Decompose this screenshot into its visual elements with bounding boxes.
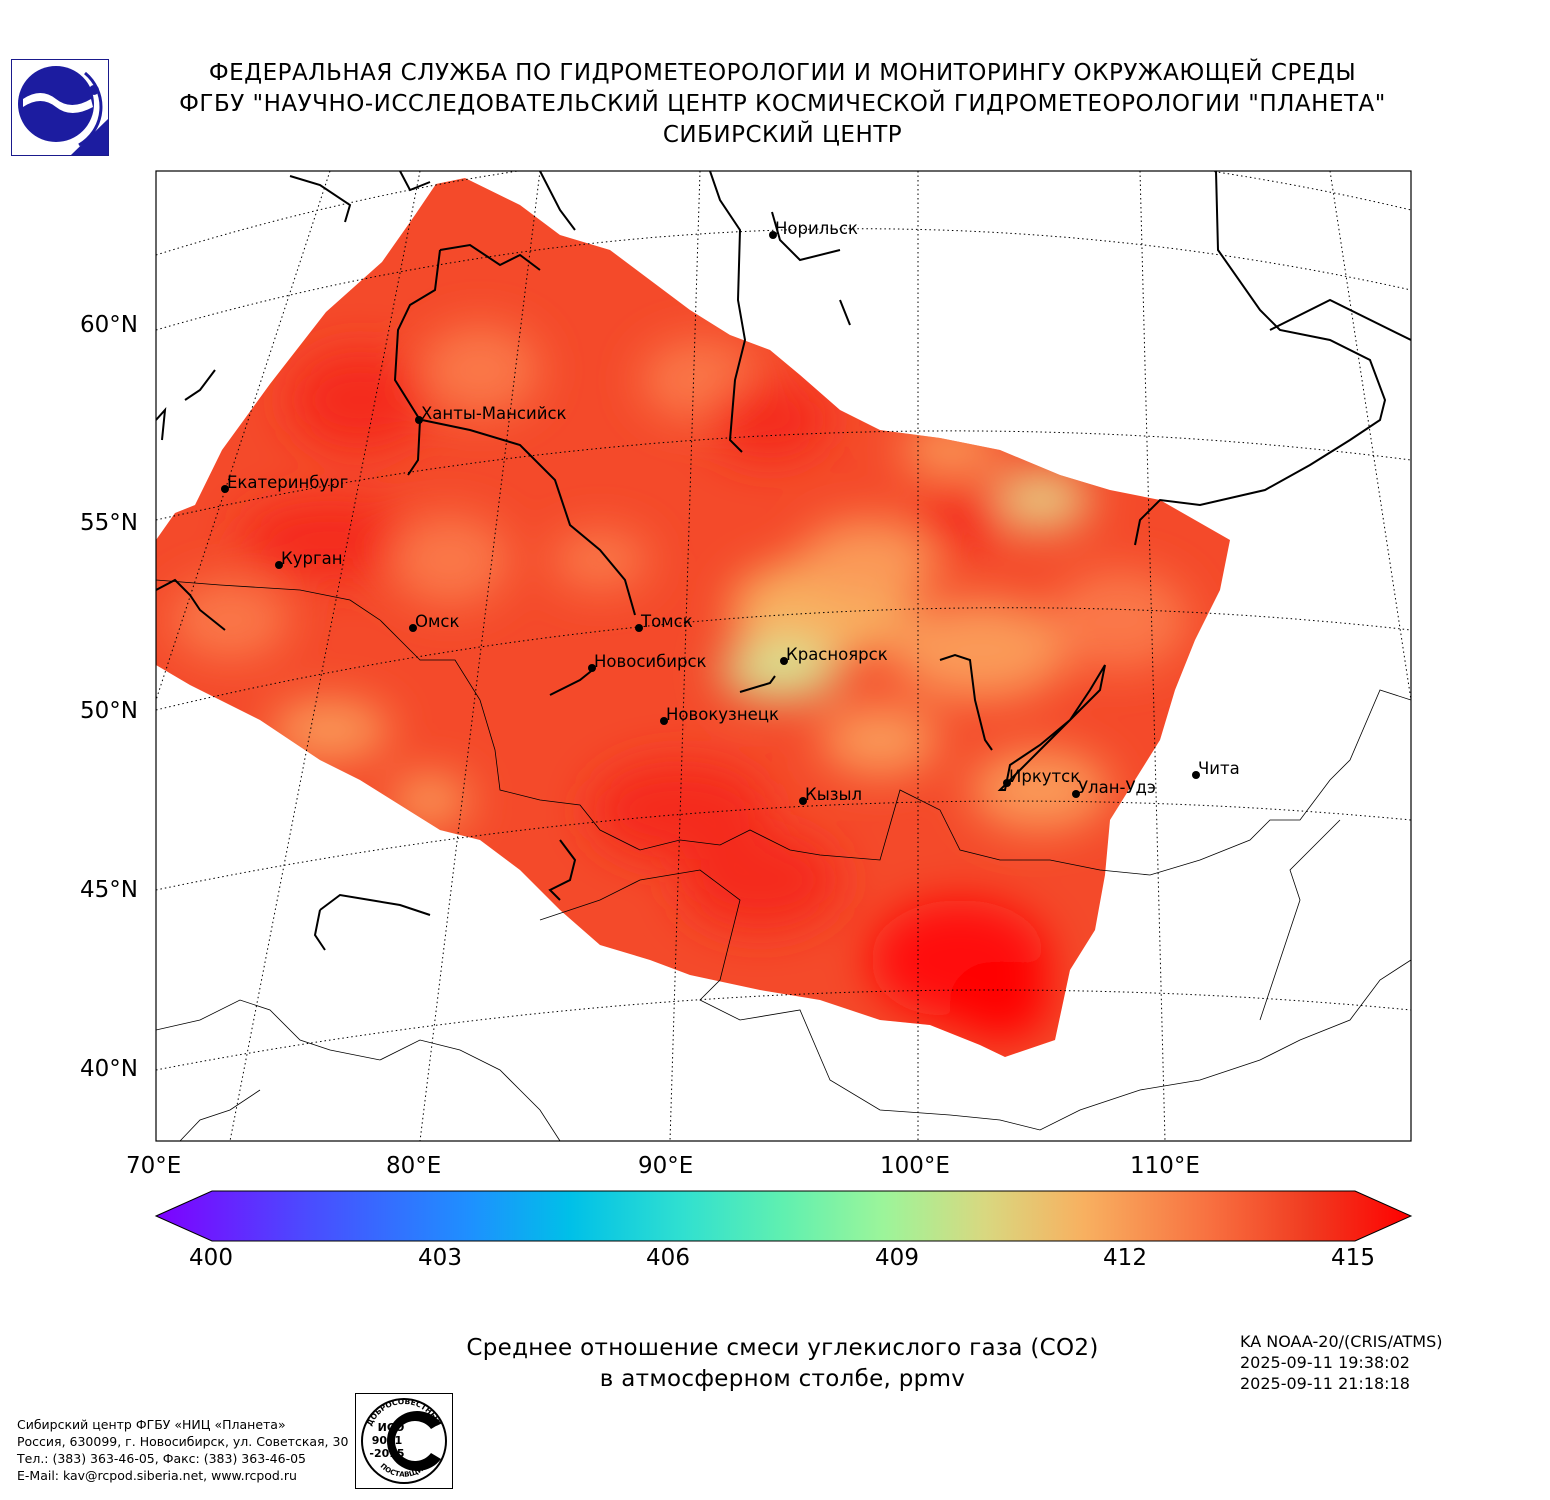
caption-line-2: в атмосферном столбе, ppmv	[599, 1366, 966, 1392]
colorbar-tick-406: 406	[646, 1245, 690, 1271]
page-header: ФЕДЕРАЛЬНАЯ СЛУЖБА ПО ГИДРОМЕТЕОРОЛОГИИ …	[120, 58, 1445, 151]
lat-label-60: 60°N	[80, 312, 138, 338]
city-dot	[1072, 790, 1080, 798]
org-line-3: Тел.: (383) 363-46-05, Факс: (383) 363-4…	[17, 1451, 307, 1466]
city-dot	[780, 657, 788, 665]
org-line-4: E-Mail: kav@rcpod.siberia.net, www.rcpod…	[17, 1468, 297, 1483]
map-caption: Среднее отношение смеси углекислого газа…	[420, 1333, 1145, 1395]
org-line-2: Россия, 630099, г. Новосибирск, ул. Сове…	[17, 1434, 349, 1449]
city-label: Иркутск	[1009, 767, 1080, 786]
header-line-3: СИБИРСКИЙ ЦЕНТР	[662, 122, 903, 148]
city-dot	[221, 485, 229, 493]
city-label: Норильск	[775, 219, 858, 238]
city-label: Ханты-Мансийск	[421, 404, 567, 423]
city-dot	[588, 664, 596, 672]
lon-label-100: 100°E	[880, 1153, 950, 1179]
city-label: Улан-Удэ	[1078, 778, 1156, 797]
caption-line-1: Среднее отношение смеси углекислого газа…	[466, 1335, 1099, 1361]
iso-9001-badge: ДОБРОСОВЕСТНЫЙ ПОСТАВЩИК ИСО 9001 -2015	[355, 1393, 453, 1489]
city-dot	[1003, 779, 1011, 787]
city-dot	[769, 231, 777, 239]
satellite-name: KA NOAA-20/(CRIS/ATMS)	[1240, 1332, 1443, 1351]
city-dot	[799, 797, 807, 805]
header-line-1: ФЕДЕРАЛЬНАЯ СЛУЖБА ПО ГИДРОМЕТЕОРОЛОГИИ …	[208, 60, 1357, 86]
colorbar-tick-403: 403	[418, 1245, 462, 1271]
org-line-1: Сибирский центр ФГБУ «НИЦ «Планета»	[17, 1417, 286, 1432]
lon-label-110: 110°E	[1130, 1153, 1200, 1179]
city-dot	[660, 717, 668, 725]
iso-line-2: 9001	[372, 1434, 403, 1447]
lat-label-55: 55°N	[80, 510, 138, 536]
city-label: Новокузнецк	[666, 705, 779, 724]
lon-label-70: 70°E	[126, 1153, 182, 1179]
city-dot	[409, 624, 417, 632]
time-start: 2025-09-11 19:38:02	[1240, 1353, 1410, 1372]
city-markers: Норильск Ханты-Мансийск Екатеринбург Курган…	[221, 219, 1240, 805]
iso-line-3: -2015	[369, 1447, 404, 1460]
organization-info: Сибирский центр ФГБУ «НИЦ «Планета» Росс…	[17, 1416, 348, 1484]
lat-label-40: 40°N	[80, 1056, 138, 1082]
iso-line-1: ИСО	[378, 1421, 405, 1434]
city-label: Екатеринбург	[227, 473, 348, 492]
city-label: Новосибирск	[594, 652, 707, 671]
time-end: 2025-09-11 21:18:18	[1240, 1374, 1410, 1393]
colorbar-tick-412: 412	[1103, 1245, 1147, 1271]
colorbar-tick-409: 409	[875, 1245, 919, 1271]
lat-label-50: 50°N	[80, 698, 138, 724]
roshydromet-logo	[11, 59, 109, 156]
city-label: Курган	[281, 549, 343, 568]
city-dot	[635, 624, 643, 632]
city-label: Красноярск	[786, 645, 888, 664]
colorbar-tick-400: 400	[189, 1245, 233, 1271]
city-dot	[1192, 771, 1200, 779]
city-label: Омск	[415, 612, 460, 631]
lon-label-90: 90°E	[638, 1153, 694, 1179]
city-dot	[275, 561, 283, 569]
city-label: Томск	[640, 612, 693, 631]
lat-label-45: 45°N	[80, 877, 138, 903]
city-dot	[415, 416, 423, 424]
header-line-2: ФГБУ "НАУЧНО-ИССЛЕДОВАТЕЛЬСКИЙ ЦЕНТР КОС…	[179, 91, 1386, 117]
colorbar	[154, 1190, 1413, 1242]
lon-label-80: 80°E	[386, 1153, 442, 1179]
colorbar-tick-415: 415	[1331, 1245, 1375, 1271]
city-label: Кызыл	[805, 785, 862, 804]
city-label: Чита	[1198, 759, 1240, 778]
satellite-info: KA NOAA-20/(CRIS/ATMS) 2025-09-11 19:38:…	[1240, 1331, 1443, 1394]
